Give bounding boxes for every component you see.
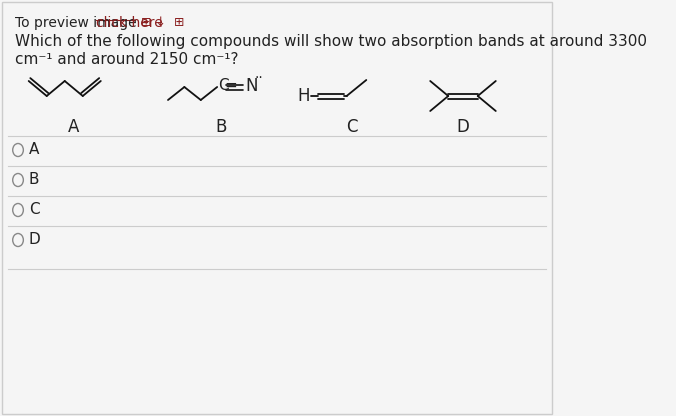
Text: A: A [28,143,39,158]
Text: D: D [456,118,469,136]
FancyBboxPatch shape [1,2,552,414]
Text: ⊞ ↓  ⊞: ⊞ ↓ ⊞ [137,16,185,29]
Text: D: D [28,233,41,248]
Circle shape [13,233,24,247]
Text: Which of the following compounds will show two absorption bands at around 3300: Which of the following compounds will sh… [15,34,647,49]
Text: B: B [216,118,227,136]
Text: N: N [245,77,258,95]
Circle shape [13,173,24,186]
Text: C: C [218,77,228,92]
Text: To preview image: To preview image [15,16,141,30]
Circle shape [13,203,24,216]
Text: ··: ·· [254,71,263,85]
Text: cm⁻¹ and around 2150 cm⁻¹?: cm⁻¹ and around 2150 cm⁻¹? [15,52,238,67]
Text: B: B [28,173,39,188]
Text: click here: click here [96,16,163,30]
Text: =: = [224,77,237,92]
Text: H: H [297,87,310,105]
Text: C: C [347,118,358,136]
Text: A: A [68,118,80,136]
Circle shape [13,144,24,156]
Text: C: C [28,203,39,218]
